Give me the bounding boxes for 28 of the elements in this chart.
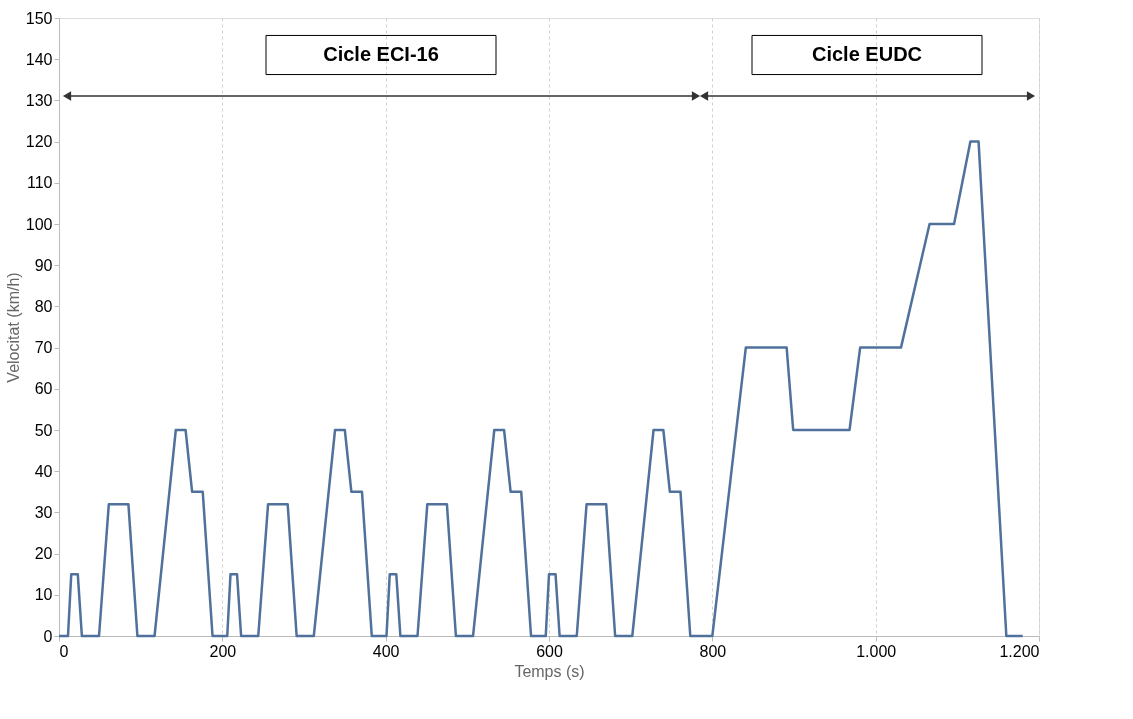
y-tick-label: 10: [34, 586, 53, 604]
x-tick-label: 400: [372, 642, 400, 660]
y-tick-label: 40: [34, 462, 53, 480]
x-tick-label: 600: [536, 642, 563, 660]
y-tick-label: 90: [34, 256, 53, 274]
y-tick-label: 20: [34, 545, 53, 563]
y-tick-label: 30: [34, 503, 53, 521]
y-tick-label: 140: [25, 50, 53, 68]
y-tick-label: 80: [34, 297, 53, 315]
y-tick-label: 120: [25, 133, 53, 151]
line-series: [57, 140, 1024, 638]
x-tick-label: 800: [699, 642, 727, 660]
y-tick-label: 130: [25, 91, 53, 109]
annotation: Cicle EUDC: [811, 43, 923, 65]
y-axis-title: Velocitat (km/h): [4, 272, 22, 383]
x-tick-label: 1.000: [856, 642, 897, 660]
y-tick-label: 60: [34, 380, 53, 398]
y-tick-label: 150: [25, 9, 53, 27]
x-tick-label: 1.200: [999, 642, 1040, 660]
x-axis-title: Temps (s): [514, 662, 585, 680]
y-tick-label: 100: [25, 215, 53, 233]
y-tick-label: 0: [43, 627, 53, 645]
annotation: Cicle ECI-16: [323, 43, 439, 65]
y-tick-label: 70: [34, 339, 53, 357]
x-tick-label: 200: [209, 642, 237, 660]
y-tick-label: 50: [34, 421, 53, 439]
x-tick-label: 0: [59, 642, 69, 660]
y-tick-label: 110: [26, 174, 53, 192]
